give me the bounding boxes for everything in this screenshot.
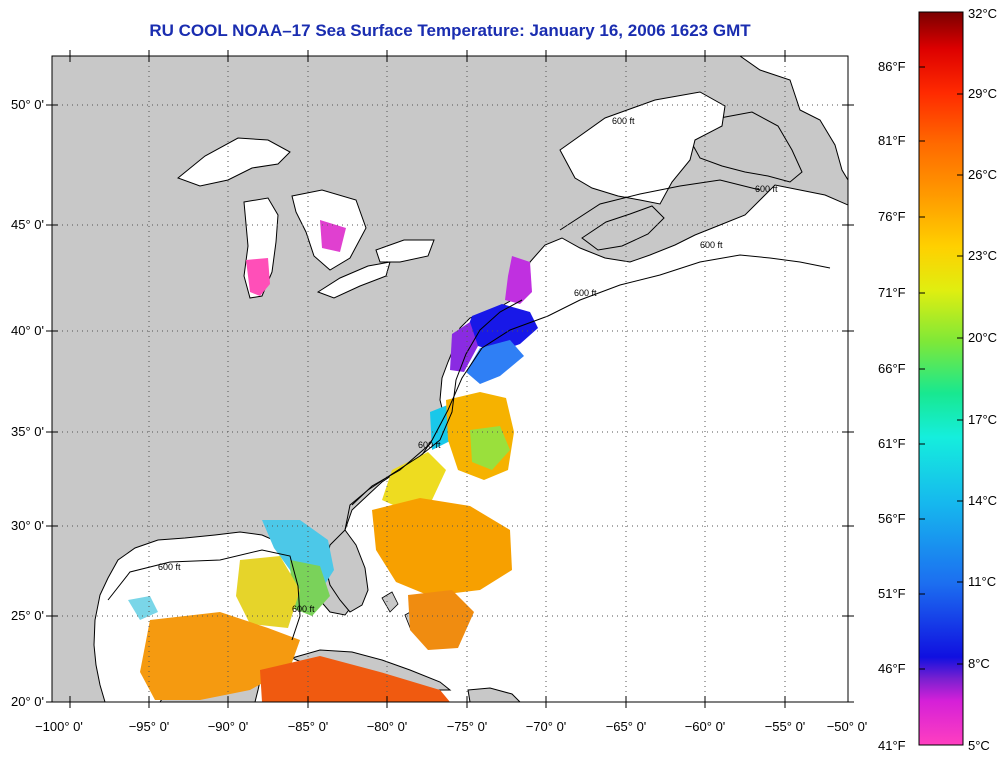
lon-label-65: −65° 0' (605, 719, 647, 734)
contour-label: 600 ft (574, 288, 597, 298)
sst-gulf-green (290, 560, 330, 616)
lon-label-80: −80° 0' (366, 719, 408, 734)
colorbar-ticks (919, 66, 963, 670)
lat-label-45: 45° 0' (11, 217, 44, 232)
colorbar-f-label: 66°F (878, 361, 906, 376)
colorbar-c-label: 17°C (968, 412, 998, 427)
colorbar (918, 11, 964, 746)
sst-se-coast-yellow (382, 452, 446, 508)
sst-caribbean-red (260, 656, 450, 702)
sst-gulf-of-maine (505, 256, 532, 304)
lat-label-50: 50° 0' (11, 97, 44, 112)
nova-scotia (581, 205, 665, 251)
lat-label-35: 35° 0' (11, 424, 44, 439)
coastline-atlantic (344, 299, 523, 531)
map-title: RU COOL NOAA–17 Sea Surface Temperature:… (149, 21, 751, 40)
sst-mid-atlantic-cold (466, 304, 538, 352)
lake-ontario (375, 239, 435, 263)
sst-shelf-green (470, 426, 510, 470)
colorbar-f-label: 81°F (878, 133, 906, 148)
sst-gulf-stream-s (372, 498, 512, 596)
colorbar-c-label: 26°C (968, 167, 998, 182)
axis-ticks (46, 50, 854, 708)
lon-label-55: −55° 0' (764, 719, 806, 734)
colorbar-f-label: 41°F (878, 738, 906, 753)
sst-mid-atlantic-violet (450, 322, 478, 372)
sst-west-gulf-cyan (128, 596, 158, 620)
contour-label: 600 ft (755, 184, 778, 194)
colorbar-c-label: 23°C (968, 248, 998, 263)
colorbar-f-label: 71°F (878, 285, 906, 300)
colorbar-c-label: 29°C (968, 86, 998, 101)
sst-lake-michigan (246, 258, 270, 296)
sst-lake-huron (320, 220, 346, 252)
colorbar-f-label: 46°F (878, 661, 906, 676)
lon-label-60: −60° 0' (684, 719, 726, 734)
colorbar-f-label: 86°F (878, 59, 906, 74)
lon-label-85: −85° 0' (287, 719, 329, 734)
contour-label: 600 ft (292, 604, 315, 614)
gulf-st-lawrence (559, 91, 726, 205)
colorbar-c-label: 14°C (968, 493, 998, 508)
colorbar-f-label: 61°F (878, 436, 906, 451)
lon-label-95: −95° 0' (128, 719, 170, 734)
contour-label: 600 ft (700, 240, 723, 250)
lat-label-25: 25° 0' (11, 608, 44, 623)
map-frame (51, 55, 849, 703)
hispaniola (467, 687, 521, 702)
colorbar-c-label: 20°C (968, 330, 998, 345)
isobath-600ft (107, 179, 831, 641)
lat-label-20: 20° 0' (11, 694, 44, 709)
newfoundland (689, 111, 803, 183)
lake-erie (316, 261, 391, 299)
lon-label-90: −90° 0' (207, 719, 249, 734)
lon-label-75: −75° 0' (446, 719, 488, 734)
sst-gulf-yellow (236, 556, 300, 628)
lat-label-40: 40° 0' (11, 323, 44, 338)
lon-label-50: −50° 0' (826, 719, 868, 734)
sst-gulf-orange (140, 612, 300, 700)
colorbar-f-label: 76°F (878, 209, 906, 224)
colorbar-c-label: 32°C (968, 6, 998, 21)
contour-label: 600 ft (158, 562, 181, 572)
colorbar-c-label: 8°C (968, 656, 990, 671)
lat-label-30: 30° 0' (11, 518, 44, 533)
lon-label-100: −100° 0' (35, 719, 83, 734)
colorbar-c-label: 5°C (968, 738, 990, 753)
colorbar-f-label: 51°F (878, 586, 906, 601)
contour-label: 600 ft (418, 440, 441, 450)
contour-label: 600 ft (612, 116, 635, 126)
lake-superior (177, 137, 291, 187)
lon-label-70: −70° 0' (525, 719, 567, 734)
colorbar-f-label: 56°F (878, 511, 906, 526)
colorbar-c-label: 11°C (968, 574, 997, 589)
sst-fl-straits (408, 590, 474, 650)
